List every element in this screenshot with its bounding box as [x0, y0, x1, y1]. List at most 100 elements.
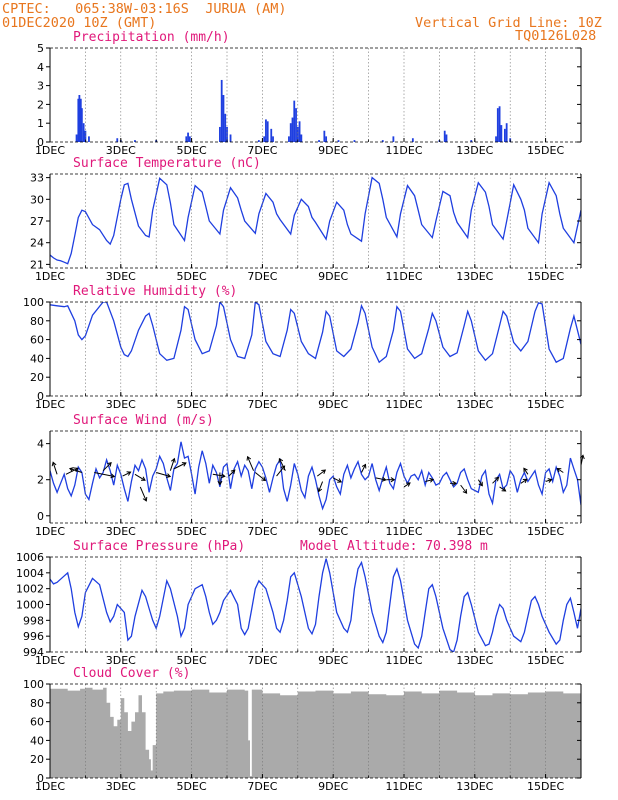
x-tick-label: 1DEC — [35, 654, 65, 667]
x-tick-label: 5DEC — [177, 270, 207, 283]
y-tick-label: 27 — [30, 215, 44, 228]
panel-6: 0 20 40 60 80 100 1DEC 3DEC 5DEC 7DEC 9DEC 11DEC 13D… — [23, 666, 582, 793]
y-tick-label: 100 — [23, 678, 44, 691]
wind-arrow-head — [429, 477, 435, 483]
precip-bar — [219, 126, 221, 142]
x-tick-label: 7DEC — [247, 144, 277, 157]
wind-arrow-head — [278, 457, 284, 463]
panel-title: Precipitation (mm/h) — [73, 30, 230, 45]
y-tick-label: 0 — [37, 510, 44, 523]
wind-arrow-head — [141, 476, 146, 481]
x-tick-label: 13DEC — [456, 144, 493, 157]
precip-bar — [337, 140, 340, 142]
y-tick-label: 4 — [37, 61, 44, 74]
y-tick-label: 4 — [37, 438, 44, 451]
precip-bar — [77, 98, 80, 142]
wind-arrow-head — [462, 489, 468, 494]
precip-bar — [496, 108, 499, 142]
precip-bar — [226, 126, 228, 142]
x-tick-label: 13DEC — [456, 270, 493, 283]
precip-bar — [288, 136, 290, 142]
wind-arrow — [477, 479, 483, 486]
x-tick-label: 15DEC — [527, 525, 564, 538]
wind-arrow-head — [478, 481, 483, 487]
wind-arrow-head — [337, 478, 343, 483]
x-tick-label: 9DEC — [318, 270, 348, 283]
wind-arrow — [332, 477, 342, 483]
precip-bar — [505, 123, 508, 142]
wind-arrow — [156, 472, 171, 477]
wind-arrow-head — [452, 480, 457, 486]
precip-bar — [220, 79, 223, 142]
wind-arrow — [499, 486, 506, 492]
x-tick-label: 5DEC — [177, 398, 207, 411]
x-tick-label: 15DEC — [527, 780, 564, 793]
wind-arrow — [212, 473, 225, 477]
precip-bar — [187, 132, 189, 142]
x-tick-label: 9DEC — [318, 144, 348, 157]
precip-bar — [503, 128, 506, 142]
wind-arrow-head — [68, 467, 74, 472]
wind-arrow — [169, 458, 175, 471]
x-tick-label: 11DEC — [385, 270, 422, 283]
y-tick-label: 998 — [23, 614, 44, 627]
precip-bar — [495, 136, 497, 142]
wind-arrow — [255, 472, 266, 481]
wind-arrow — [523, 468, 529, 475]
precip-bar — [296, 126, 299, 142]
wind-arrow-head — [390, 477, 396, 483]
precip-bar — [80, 108, 83, 142]
wind-arrow — [492, 476, 499, 484]
precip-bar — [134, 140, 136, 142]
y-tick-label: 60 — [30, 334, 44, 347]
wind-arrow — [557, 468, 564, 473]
y-tick-label: 24 — [30, 237, 44, 250]
panel-title: Surface Pressure (hPa) — [73, 539, 245, 554]
precip-bar — [222, 95, 225, 142]
x-tick-label: 9DEC — [318, 780, 348, 793]
wind-arrow-head — [522, 478, 528, 484]
precip-bar — [323, 130, 326, 142]
panel-title: Cloud Cover (%) — [73, 666, 190, 681]
wind-arrow-head — [126, 471, 132, 476]
wind-arrow-head — [110, 473, 116, 479]
model-code: TQ0126L028 — [515, 28, 597, 44]
x-tick-label: 5DEC — [177, 654, 207, 667]
wind-arrow-head — [523, 467, 528, 473]
precip-bar — [445, 134, 448, 142]
wind-arrow — [520, 478, 528, 484]
y-tick-label: 1000 — [16, 599, 44, 612]
x-tick-label: 5DEC — [177, 525, 207, 538]
x-tick-label: 7DEC — [247, 780, 277, 793]
x-tick-label: 13DEC — [456, 398, 493, 411]
x-tick-label: 15DEC — [527, 270, 564, 283]
precip-bar — [266, 121, 269, 142]
wind-arrow — [247, 456, 255, 471]
x-tick-label: 7DEC — [247, 270, 277, 283]
x-tick-label: 15DEC — [527, 398, 564, 411]
precip-bar — [116, 138, 119, 142]
wind-arrow — [375, 477, 386, 481]
grid-line-note: Vertical Grid Line: 10Z — [415, 15, 602, 31]
y-tick-label: 2 — [37, 474, 44, 487]
y-tick-label: 20 — [30, 753, 44, 766]
y-tick-label: 80 — [30, 315, 44, 328]
precip-bar — [185, 136, 188, 142]
y-tick-label: 0 — [37, 136, 44, 149]
precip-bar — [270, 128, 273, 142]
x-tick-label: 7DEC — [247, 654, 277, 667]
precip-bar — [291, 117, 294, 142]
precip-bar — [498, 106, 501, 142]
wind-arrow-head — [107, 462, 112, 467]
series-line — [50, 441, 581, 511]
precip-bar — [289, 123, 292, 142]
y-tick-label: 994 — [23, 646, 44, 659]
wind-arrow — [361, 464, 366, 473]
wind-arrow-head — [501, 487, 507, 492]
x-tick-label: 13DEC — [456, 654, 493, 667]
wind-arrow — [318, 481, 324, 492]
precip-bar — [470, 140, 473, 142]
x-tick-label: 1DEC — [35, 525, 65, 538]
wind-arrow-head — [170, 457, 176, 463]
